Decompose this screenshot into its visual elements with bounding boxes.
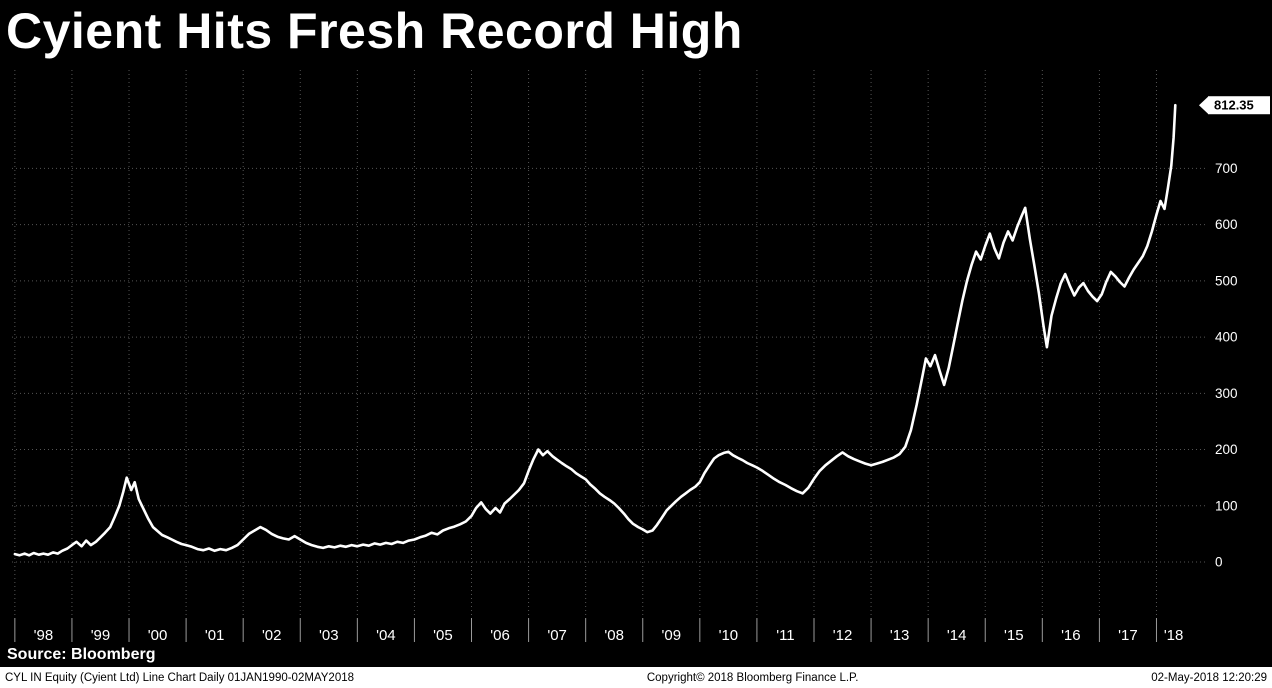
x-axis-label: '04	[376, 627, 396, 644]
x-axis-label: '10	[719, 627, 739, 644]
footer-bar: CYL IN Equity (Cyient Ltd) Line Chart Da…	[0, 667, 1272, 688]
y-axis-label: 400	[1215, 330, 1238, 345]
x-axis-label: '01	[205, 627, 225, 644]
y-axis-label: 500	[1215, 273, 1238, 288]
last-price-arrow	[1199, 96, 1208, 114]
y-axis-label: 0	[1215, 555, 1223, 570]
y-axis-label: 600	[1215, 217, 1238, 232]
x-axis-label: '99	[91, 627, 111, 644]
x-axis-label: '16	[1061, 627, 1081, 644]
source-label: Source: Bloomberg	[7, 646, 156, 663]
x-axis-label: '05	[433, 627, 453, 644]
x-axis-label: '15	[1004, 627, 1024, 644]
x-axis-label: '13	[890, 627, 910, 644]
x-axis-label: '98	[34, 627, 54, 644]
y-axis-label: 300	[1215, 386, 1238, 401]
page-title: Cyient Hits Fresh Record High	[6, 3, 743, 59]
y-axis-label: 200	[1215, 442, 1238, 457]
x-axis-label: '07	[547, 627, 567, 644]
x-axis-label: '03	[319, 627, 339, 644]
y-axis-label: 100	[1215, 498, 1238, 513]
x-axis-label: '18	[1164, 627, 1184, 644]
x-axis-label: '06	[490, 627, 510, 644]
x-axis-label: '11	[776, 627, 794, 644]
footer-ticker-info: CYL IN Equity (Cyient Ltd) Line Chart Da…	[5, 671, 355, 684]
x-axis-label: '02	[262, 627, 282, 644]
price-line	[13, 103, 1177, 557]
x-axis-label: '12	[833, 627, 853, 644]
last-price-label: 812.35	[1214, 98, 1254, 113]
x-axis-label: '17	[1118, 627, 1138, 644]
x-axis-label: '09	[662, 627, 682, 644]
x-axis-label: '00	[148, 627, 168, 644]
footer-timestamp: 02-May-2018 12:20:29	[1151, 671, 1267, 684]
x-axis-label: '14	[947, 627, 967, 644]
footer-copyright: Copyright© 2018 Bloomberg Finance L.P.	[646, 671, 859, 684]
price-chart: 0 100 200 300 400 500 600 700 '98 '99 '00 '01 '02 '03…	[12, 70, 1270, 644]
last-price-box	[1208, 96, 1270, 115]
x-axis-label: '08	[604, 627, 624, 644]
y-axis-label: 700	[1215, 161, 1238, 176]
